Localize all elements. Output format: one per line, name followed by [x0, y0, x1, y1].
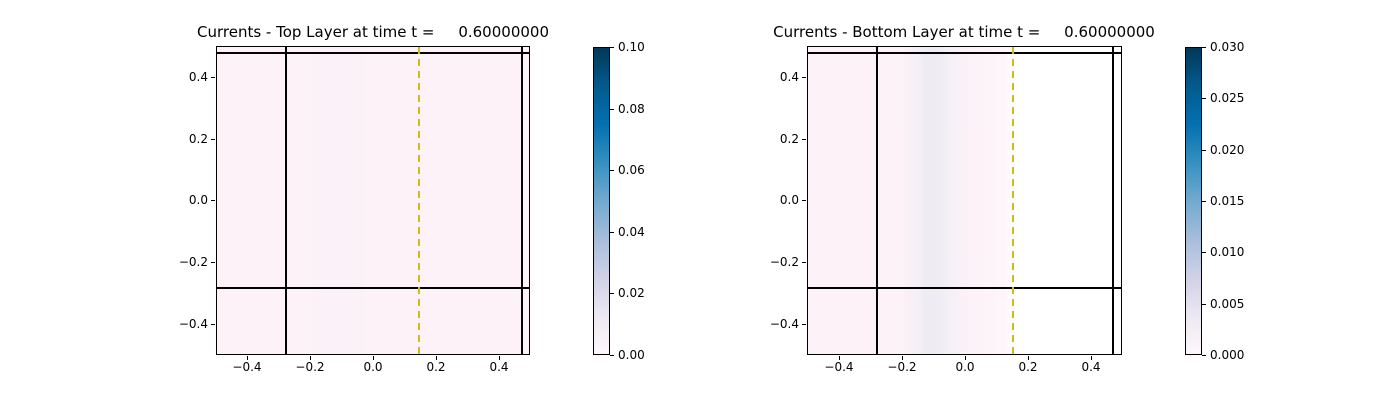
colorbar-tick-mark [610, 293, 614, 294]
x-tick-label: −0.4 [824, 360, 854, 374]
colorbar-tick-mark [1202, 355, 1206, 356]
colorbar-tick-label: 0.020 [1210, 143, 1245, 157]
y-tick-mark [211, 77, 215, 78]
y-tick-label: 0.4 [188, 70, 208, 84]
x-tick-label: 0.4 [489, 360, 509, 374]
y-tick-mark [211, 262, 215, 263]
x-tick-mark [839, 356, 840, 360]
colorbar-tick-label: 0.015 [1210, 194, 1245, 208]
colorbar-tick-mark [610, 232, 614, 233]
colorbar-tick-mark [610, 47, 614, 48]
y-tick-mark [802, 77, 806, 78]
colorbar-tick-label: 0.06 [618, 163, 645, 177]
colorbar-tick-mark [1202, 150, 1206, 151]
x-tick-label: −0.2 [887, 360, 917, 374]
x-tick-label: −0.4 [232, 360, 262, 374]
wall-line-horizontal-bottom [217, 287, 529, 289]
y-tick-label: −0.4 [769, 317, 799, 331]
colorbar-tick-mark [1202, 98, 1206, 99]
colorbar-tick-label: 0.025 [1210, 91, 1245, 105]
colorbar-bottom-layer [1185, 47, 1202, 355]
y-tick-mark [802, 324, 806, 325]
x-tick-mark [902, 356, 903, 360]
x-tick-mark [965, 356, 966, 360]
colorbar-tick-label: 0.030 [1210, 40, 1245, 54]
colorbar-tick-mark [610, 170, 614, 171]
y-tick-mark [802, 139, 806, 140]
colorbar-tick-label: 0.02 [618, 286, 645, 300]
heatmap-bottom-layer [807, 46, 1122, 355]
y-tick-mark [211, 139, 215, 140]
colorbar-tick-label: 0.005 [1210, 297, 1245, 311]
y-tick-label: 0.0 [779, 193, 799, 207]
colorbar-tick-mark [1202, 304, 1206, 305]
x-tick-label: −0.2 [295, 360, 325, 374]
panel-title-top-layer: Currents - Top Layer at time t = 0.60000… [197, 23, 549, 41]
colorbar-tick-mark [1202, 201, 1206, 202]
colorbar-top-layer [593, 47, 610, 355]
panel-title-bottom-layer: Currents - Bottom Layer at time t = 0.60… [773, 23, 1155, 41]
x-tick-label: 0.0 [955, 360, 975, 374]
x-tick-label: 0.2 [1018, 360, 1038, 374]
y-tick-label: 0.0 [188, 193, 208, 207]
y-tick-mark [802, 262, 806, 263]
colorbar-tick-mark [1202, 252, 1206, 253]
colorbar-tick-mark [1202, 47, 1206, 48]
wall-line-horizontal-top [217, 52, 529, 54]
y-tick-label: 0.2 [779, 132, 799, 146]
wall-line-vertical-right [1112, 47, 1114, 354]
x-tick-label: 0.4 [1081, 360, 1101, 374]
y-tick-mark [211, 200, 215, 201]
wall-line-vertical-right [521, 47, 523, 354]
colorbar-tick-mark [610, 355, 614, 356]
x-tick-mark [499, 356, 500, 360]
wall-line-horizontal-top [808, 52, 1121, 54]
colorbar-tick-label: 0.000 [1210, 348, 1245, 362]
y-tick-label: −0.2 [769, 255, 799, 269]
y-tick-mark [802, 200, 806, 201]
y-tick-label: 0.2 [188, 132, 208, 146]
colorbar-tick-label: 0.08 [618, 102, 645, 116]
x-tick-mark [373, 356, 374, 360]
y-tick-mark [211, 324, 215, 325]
y-tick-label: −0.4 [178, 317, 208, 331]
wall-line-horizontal-bottom [808, 287, 1121, 289]
wall-line-vertical-left [285, 47, 287, 354]
colorbar-tick-label: 0.04 [618, 225, 645, 239]
wall-line-vertical-left [876, 47, 878, 354]
y-tick-label: −0.2 [178, 255, 208, 269]
x-tick-mark [247, 356, 248, 360]
x-tick-label: 0.2 [426, 360, 446, 374]
x-tick-mark [1091, 356, 1092, 360]
marker-line-dashed [1012, 47, 1014, 354]
colorbar-tick-label: 0.010 [1210, 245, 1245, 259]
colorbar-tick-mark [610, 109, 614, 110]
colorbar-tick-label: 0.10 [618, 40, 645, 54]
x-tick-label: 0.0 [363, 360, 383, 374]
marker-line-dashed [418, 47, 420, 354]
x-tick-mark [436, 356, 437, 360]
x-tick-mark [1028, 356, 1029, 360]
y-tick-label: 0.4 [779, 70, 799, 84]
x-tick-mark [310, 356, 311, 360]
heatmap-top-layer [216, 46, 530, 355]
colorbar-tick-label: 0.00 [618, 348, 645, 362]
